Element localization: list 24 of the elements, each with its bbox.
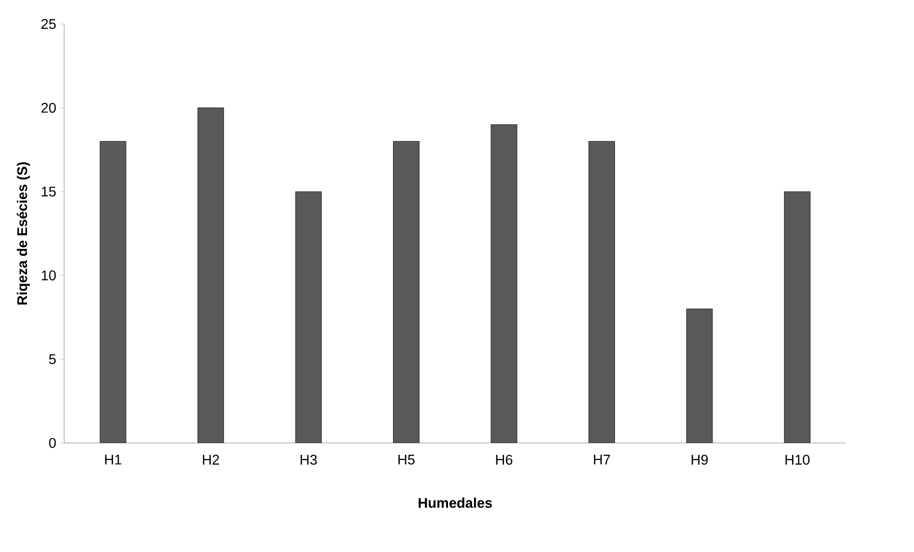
x-tick-label: H10 [786,454,810,465]
y-tick-label: 15 [42,186,56,196]
x-tick-label: H2 [202,454,220,465]
x-tick-label: H6 [496,454,512,465]
bar [490,124,518,443]
x-tick-label: H5 [398,454,415,465]
x-tick-label: H1 [105,454,122,464]
bar [588,141,615,443]
y-axis-title: Riqeza de Esécies (S) [16,162,30,305]
y-tick-label: 0 [49,438,56,448]
x-axis-title: Humedales [418,498,492,508]
y-tick-label: 5 [49,354,56,364]
x-tick-label: H3 [300,454,317,465]
bar [100,141,126,443]
x-tick-label: H7 [594,454,610,464]
bar [686,308,713,443]
y-tick-label: 10 [42,270,56,280]
bar [393,141,420,443]
y-tick-label: 20 [41,102,56,113]
bar [295,191,322,443]
x-tick-label: H9 [692,454,708,465]
bar [198,108,224,443]
bar [784,191,810,443]
y-tick-label: 25 [41,19,56,29]
